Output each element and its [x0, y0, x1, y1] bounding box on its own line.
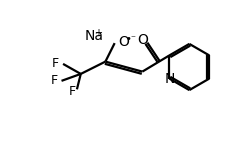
Text: +: +	[93, 28, 102, 38]
Text: Na: Na	[84, 29, 103, 43]
Text: N: N	[164, 72, 174, 85]
Text: F: F	[52, 57, 59, 70]
Text: F: F	[68, 85, 75, 98]
Text: •⁻: •⁻	[125, 34, 136, 44]
Text: O: O	[118, 35, 129, 49]
Text: F: F	[50, 74, 57, 87]
Text: O: O	[137, 33, 148, 47]
